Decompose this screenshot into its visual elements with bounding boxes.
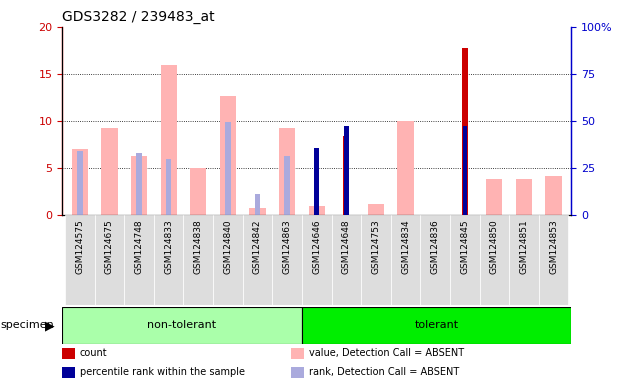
Text: GSM124753: GSM124753: [371, 220, 381, 274]
Text: count: count: [80, 348, 107, 358]
Bar: [516, 179, 532, 215]
Bar: [332, 215, 361, 305]
Bar: [284, 156, 290, 215]
Bar: [94, 215, 124, 305]
Bar: [391, 215, 420, 305]
Bar: [545, 175, 562, 215]
Text: specimen: specimen: [1, 320, 55, 331]
Bar: [463, 126, 467, 215]
Bar: [220, 96, 236, 215]
Bar: [154, 215, 183, 305]
Bar: [291, 348, 304, 359]
Bar: [65, 215, 94, 305]
Bar: [314, 148, 319, 215]
Bar: [361, 215, 391, 305]
Bar: [225, 122, 230, 215]
Bar: [479, 215, 509, 305]
Text: GSM124851: GSM124851: [519, 220, 528, 274]
Text: rank, Detection Call = ABSENT: rank, Detection Call = ABSENT: [309, 367, 460, 377]
Bar: [539, 215, 568, 305]
Bar: [166, 159, 171, 215]
Bar: [77, 151, 83, 215]
Text: GSM124834: GSM124834: [401, 220, 410, 274]
Bar: [62, 367, 75, 378]
Bar: [213, 215, 243, 305]
Text: GSM124675: GSM124675: [105, 220, 114, 274]
Text: GSM124748: GSM124748: [135, 220, 143, 274]
Bar: [462, 48, 468, 215]
Text: GSM124575: GSM124575: [75, 220, 84, 274]
Text: GSM124833: GSM124833: [164, 220, 173, 274]
Bar: [302, 215, 332, 305]
Text: GSM124850: GSM124850: [490, 220, 499, 274]
Bar: [161, 65, 177, 215]
Bar: [272, 215, 302, 305]
Bar: [101, 127, 117, 215]
Text: GSM124853: GSM124853: [549, 220, 558, 274]
Bar: [279, 127, 295, 215]
Bar: [131, 156, 147, 215]
Text: GSM124845: GSM124845: [460, 220, 469, 274]
Bar: [71, 149, 88, 215]
Text: GSM124836: GSM124836: [430, 220, 440, 274]
Bar: [190, 168, 206, 215]
Bar: [343, 136, 349, 215]
Bar: [344, 126, 348, 215]
Bar: [62, 348, 75, 359]
Text: value, Detection Call = ABSENT: value, Detection Call = ABSENT: [309, 348, 464, 358]
Text: GSM124840: GSM124840: [224, 220, 232, 274]
Bar: [250, 207, 266, 215]
Bar: [291, 367, 304, 378]
Text: non-tolerant: non-tolerant: [147, 320, 217, 331]
Text: GSM124646: GSM124646: [312, 220, 321, 274]
Text: GSM124863: GSM124863: [283, 220, 292, 274]
Bar: [450, 215, 479, 305]
Bar: [420, 215, 450, 305]
Bar: [183, 215, 213, 305]
Bar: [243, 215, 272, 305]
Bar: [62, 307, 302, 344]
Text: percentile rank within the sample: percentile rank within the sample: [80, 367, 245, 377]
Bar: [309, 206, 325, 215]
Text: GSM124838: GSM124838: [194, 220, 203, 274]
Text: ▶: ▶: [45, 319, 55, 332]
Text: GDS3282 / 239483_at: GDS3282 / 239483_at: [62, 10, 215, 23]
Text: tolerant: tolerant: [414, 320, 458, 331]
Text: GSM124842: GSM124842: [253, 220, 262, 274]
Bar: [124, 215, 154, 305]
Bar: [397, 121, 414, 215]
Bar: [509, 215, 539, 305]
Bar: [255, 194, 260, 215]
Bar: [486, 179, 502, 215]
Bar: [137, 153, 142, 215]
Text: GSM124648: GSM124648: [342, 220, 351, 274]
Bar: [302, 307, 571, 344]
Bar: [368, 204, 384, 215]
